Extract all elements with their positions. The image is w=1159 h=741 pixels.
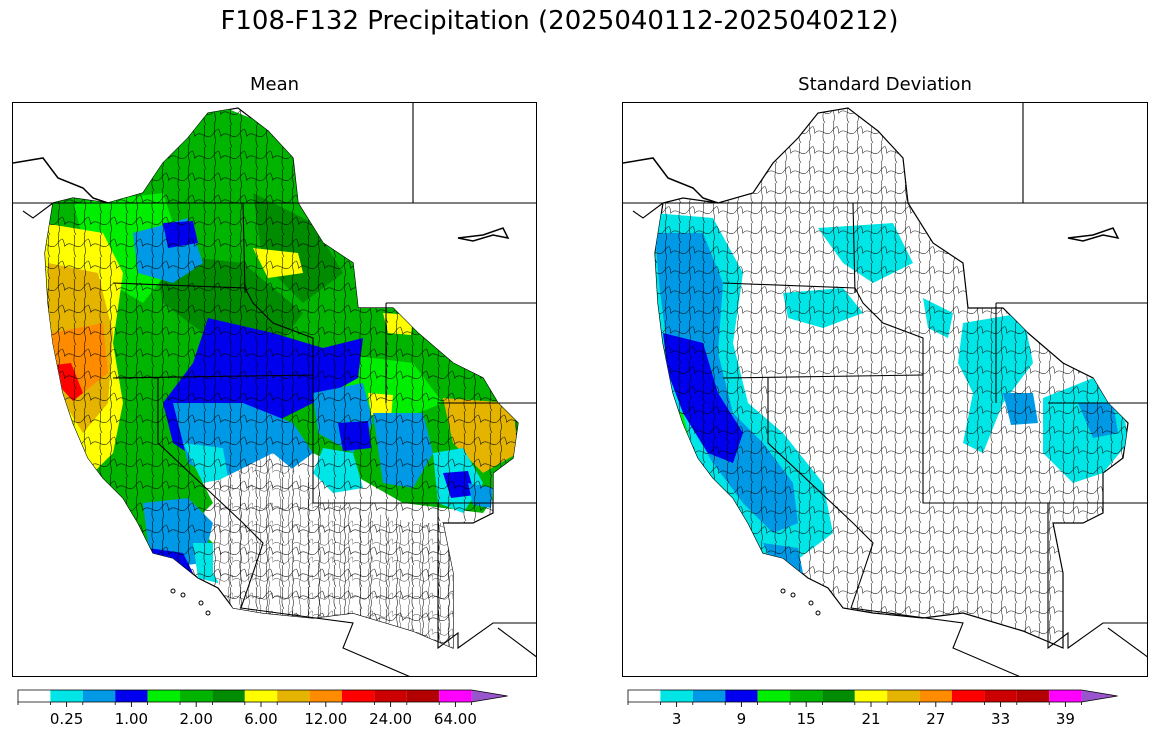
colorbar-bin [180, 690, 213, 702]
colorbar-bin [277, 690, 310, 702]
colorbar-mean-svg: 0.25 1.00 2.00 6.00 12.00 24.00 64.00 [17, 689, 508, 728]
colorbar-tick-label: 0.25 [50, 710, 83, 728]
colorbar-bin [660, 690, 693, 702]
colorbar-outline [17, 689, 508, 703]
colorbar-tick-label: 6.00 [244, 710, 277, 728]
colorbar-bin [757, 690, 790, 702]
colorbar-bin [1016, 690, 1050, 702]
colorbar-std: 3 9 15 21 27 33 39 [627, 686, 1140, 736]
colorbar-bin [984, 690, 1017, 702]
colorbar-bin [692, 690, 726, 702]
colorbar-tick-label: 39 [1056, 710, 1075, 728]
colorbar-bin [1081, 690, 1118, 702]
colorbar-tick-label: 12.00 [304, 710, 347, 728]
colorbar-tick-label: 9 [737, 710, 747, 728]
figure-title: F108-F132 Precipitation (2025040112-2025… [220, 6, 899, 36]
colorbar-tick-label: 2.00 [179, 710, 212, 728]
mean-map-svg [13, 103, 536, 676]
colorbar-tick-label: 15 [797, 710, 816, 728]
colorbar-std-svg: 3 9 15 21 27 33 39 [627, 689, 1118, 728]
colorbar-bin [1049, 690, 1082, 702]
colorbar-bin [439, 690, 472, 702]
map-panel-mean [12, 102, 537, 677]
colorbar-bin [342, 690, 375, 702]
colorbar-bin [919, 690, 952, 702]
panel-title-std: Standard Deviation [798, 74, 972, 95]
map-panel-std [622, 102, 1148, 677]
colorbar-tick-label: 27 [926, 710, 945, 728]
colorbar-bin [115, 690, 148, 702]
colorbar-tick-label: 64.00 [434, 710, 477, 728]
colorbar-tick-label: 33 [991, 710, 1010, 728]
colorbar-outline [627, 689, 1118, 703]
colorbar-tick-label: 3 [672, 710, 682, 728]
colorbar-tick-label: 21 [861, 710, 880, 728]
colorbar-bin [887, 690, 920, 702]
colorbar-bin [374, 690, 407, 702]
colorbar-tick-label: 1.00 [115, 710, 148, 728]
panel-title-mean: Mean [249, 74, 300, 95]
colorbar-bin [18, 690, 51, 702]
std-map-svg [623, 103, 1147, 676]
colorbar-bin [406, 690, 440, 702]
colorbar-bin [822, 690, 855, 702]
colorbar-bin [471, 690, 508, 702]
colorbar-bin [147, 690, 180, 702]
colorbar-bin [952, 690, 985, 702]
colorbar-bin [725, 690, 758, 702]
colorbar-bin [628, 690, 661, 702]
colorbar-bin [244, 690, 278, 702]
colorbar-bin [50, 690, 83, 702]
colorbar-tick-label: 24.00 [369, 710, 412, 728]
colorbar-bin [212, 690, 245, 702]
colorbar-bin [82, 690, 116, 702]
colorbar-bin [309, 690, 342, 702]
colorbar-bin [854, 690, 888, 702]
colorbar-mean: 0.25 1.00 2.00 6.00 12.00 24.00 64.00 [17, 686, 530, 736]
colorbar-bin [790, 690, 823, 702]
